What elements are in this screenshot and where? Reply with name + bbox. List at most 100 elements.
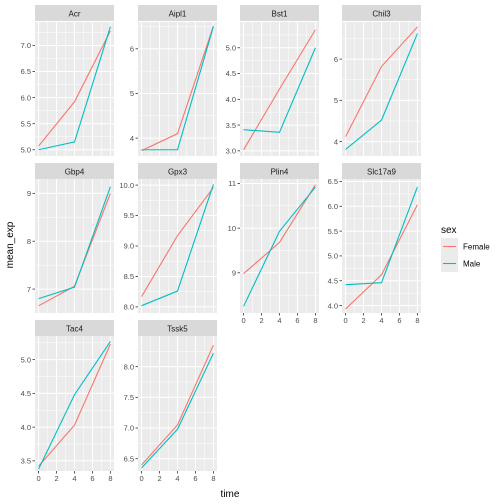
y-tick-label: 5.0	[328, 252, 338, 261]
y-tick-label: 7	[27, 285, 31, 294]
facet-strip-label: Tac4	[66, 325, 83, 334]
y-tick-label: 5.0	[226, 43, 236, 52]
y-tick-label: 9.5	[124, 211, 134, 220]
series-line-male	[243, 186, 316, 307]
y-tick-label: 5	[130, 89, 134, 98]
x-tick-label: 2	[157, 474, 161, 483]
y-tick-label: 5.5	[21, 119, 31, 128]
y-tick-label: 6	[130, 45, 134, 54]
y-tick-label: 8.5	[124, 272, 134, 281]
x-tick-label: 8	[108, 474, 112, 483]
series-line-male	[141, 352, 214, 469]
series-line-male	[38, 26, 111, 151]
y-tick-label: 4.0	[226, 95, 236, 104]
legend: sex Female Male	[441, 225, 490, 272]
y-tick-label: 9	[27, 189, 31, 198]
x-tick-label: 8	[211, 474, 215, 483]
x-tick-label: 2	[54, 474, 58, 483]
facet-panel-slc17a9: Slc17a9 4.0 4.5 5.0 5.5 6.0 6.5 0 2 4 6 8	[328, 163, 421, 325]
legend-item-male: Male	[441, 255, 481, 272]
facet-panel-gpx3: Gpx3 8.0 8.5 9.0 9.5 10.0	[119, 163, 217, 313]
y-tick-label: 4.5	[226, 69, 236, 78]
series-line-female	[345, 204, 418, 310]
facet-strip	[138, 320, 217, 336]
y-tick-label: 6.5	[124, 454, 134, 463]
y-tick-label: 4.5	[21, 389, 31, 398]
series-line-female	[141, 344, 214, 466]
y-tick-label: 4	[130, 134, 134, 143]
facet-strip-label: Acr	[69, 10, 81, 19]
y-tick-label: 8	[27, 237, 31, 246]
series-line-male	[38, 341, 111, 470]
series-line-male	[141, 26, 214, 151]
x-tick-label: 6	[90, 474, 94, 483]
series-line-female	[38, 30, 111, 147]
y-tick-label: 5.0	[21, 355, 31, 364]
facet-panel-acr: Acr 5.0 5.5 6.0 6.5 7.0	[21, 5, 114, 156]
facet-strip	[342, 5, 421, 21]
y-tick-label: 5.5	[328, 227, 338, 236]
facet-strip-label: Chil3	[372, 10, 391, 19]
series-line-male	[38, 186, 111, 300]
y-tick-label: 6	[334, 55, 338, 64]
facet-panel-chil3: Chil3 4 5 6	[334, 5, 421, 156]
legend-title: sex	[441, 225, 457, 236]
facet-strip	[138, 163, 217, 179]
x-tick-label: 6	[193, 474, 197, 483]
facet-strip-label: Gpx3	[168, 168, 188, 177]
y-tick-label: 10.0	[119, 181, 134, 190]
x-tick-label: 6	[397, 316, 401, 325]
y-tick-label: 4.5	[328, 276, 338, 285]
y-tick-label: 9	[232, 269, 236, 278]
facet-strip-label: Aipl1	[169, 10, 187, 19]
y-tick-label: 6.5	[21, 67, 31, 76]
y-tick-label: 7.5	[124, 393, 134, 402]
y-tick-label: 9.0	[124, 242, 134, 251]
facet-strip-label: Bst1	[271, 10, 288, 19]
x-tick-label: 8	[415, 316, 419, 325]
x-tick-label: 2	[361, 316, 365, 325]
y-tick-label: 10	[228, 224, 236, 233]
x-tick-label: 0	[140, 474, 144, 483]
x-tick-label: 0	[37, 474, 41, 483]
series-line-female	[141, 187, 214, 297]
x-tick-label: 0	[242, 316, 246, 325]
series-line-female	[38, 343, 111, 467]
x-tick-label: 2	[259, 316, 263, 325]
series-line-male	[345, 33, 418, 150]
y-tick-label: 11	[228, 179, 236, 188]
facet-panel-aipl1: Aipl1 4 5 6	[130, 5, 217, 156]
facet-strip	[342, 163, 421, 179]
facet-panel-bst1: Bst1 3.0 3.5 4.0 4.5 5.0	[226, 5, 319, 156]
y-tick-label: 7.0	[21, 41, 31, 50]
y-tick-label: 6.0	[328, 202, 338, 211]
facet-strip	[35, 5, 114, 21]
y-tick-label: 5	[334, 96, 338, 105]
x-tick-label: 4	[379, 316, 383, 325]
y-tick-label: 6.0	[21, 93, 31, 102]
x-tick-label: 4	[72, 474, 76, 483]
facet-strip-label: Gbp4	[65, 168, 85, 177]
x-axis-title: time	[221, 489, 240, 500]
x-tick-label: 0	[344, 316, 348, 325]
x-tick-label: 4	[175, 474, 179, 483]
facet-strip	[240, 163, 319, 179]
series-line-female	[243, 184, 316, 275]
facet-strip	[138, 5, 217, 21]
facet-panel-tac4: Tac4 3.5 4.0 4.5 5.0 0 2 4 6 8	[21, 320, 114, 483]
series-line-female	[141, 25, 214, 152]
y-tick-label: 8.0	[124, 303, 134, 312]
y-tick-label: 4	[334, 137, 338, 146]
facet-panel-tssk5: Tssk5 6.5 7.0 7.5 8.0 0 2 4 6 8	[124, 320, 217, 483]
y-tick-label: 6.5	[328, 177, 338, 186]
y-tick-label: 4.0	[21, 423, 31, 432]
facet-strip-label: Slc17a9	[367, 168, 396, 177]
series-line-male	[141, 184, 214, 307]
x-tick-label: 4	[277, 316, 281, 325]
legend-label: Female	[463, 243, 490, 252]
y-tick-label: 4.0	[328, 301, 338, 310]
x-tick-label: 8	[313, 316, 317, 325]
y-tick-label: 3.5	[21, 457, 31, 466]
facet-strip	[35, 320, 114, 336]
